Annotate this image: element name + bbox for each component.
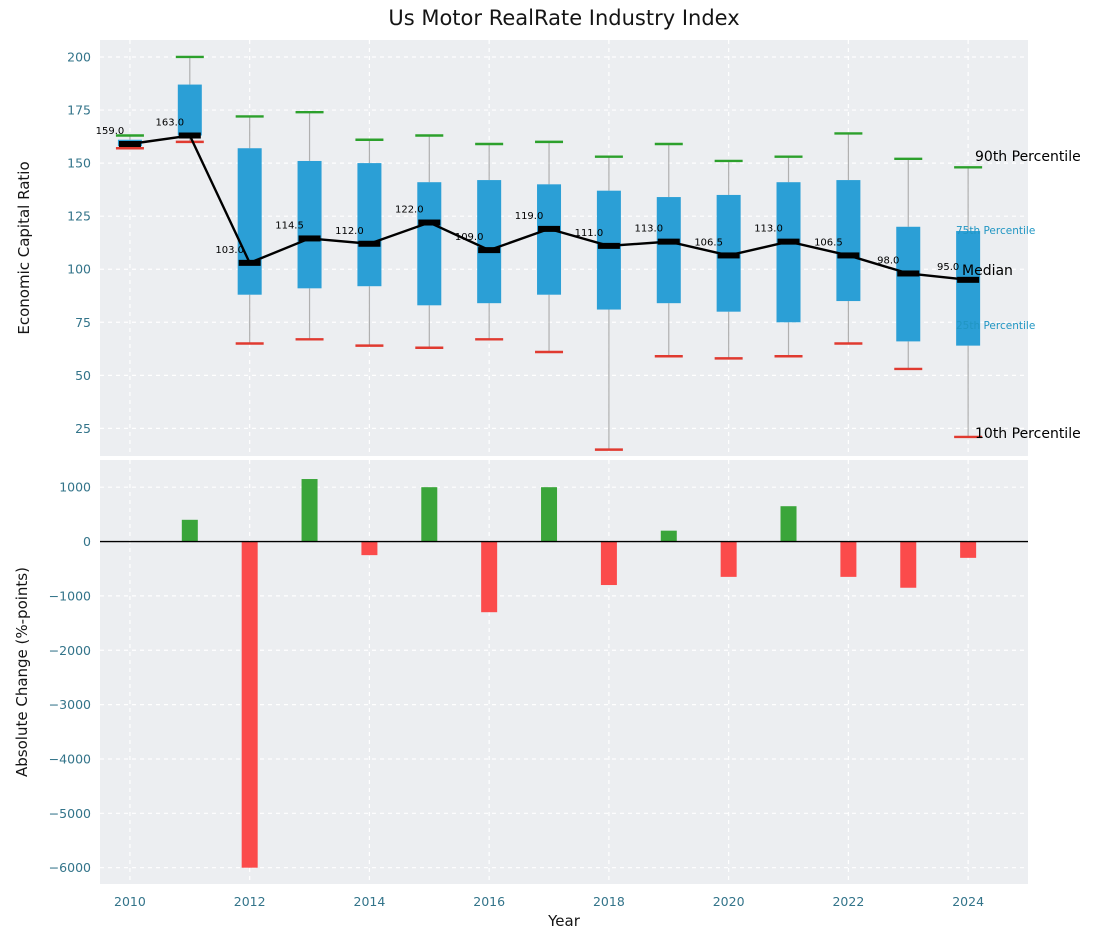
annotation-median: Median <box>962 262 1013 279</box>
y-tick-label: 150 <box>67 156 91 171</box>
median-marker <box>777 238 800 245</box>
iqr-box <box>656 197 681 304</box>
annotation-25th-percentile: 25th Percentile <box>956 319 1036 332</box>
median-value-label: 159.0 <box>96 126 125 137</box>
y-tick-label: 175 <box>67 103 91 118</box>
change-bar-positive <box>780 506 797 542</box>
median-marker <box>478 247 501 254</box>
x-tick-label: 2012 <box>234 894 266 909</box>
median-value-label: 163.0 <box>155 118 184 129</box>
y-tick-label: 125 <box>67 209 91 224</box>
x-tick-label: 2010 <box>114 894 146 909</box>
median-marker <box>178 132 201 139</box>
iqr-box <box>776 182 801 323</box>
change-bar-positive <box>541 487 558 542</box>
median-value-label: 98.0 <box>877 255 899 266</box>
y-tick-label: 25 <box>75 421 91 436</box>
change-bar-negative <box>720 541 737 577</box>
iqr-box <box>896 226 921 342</box>
median-marker <box>418 219 441 226</box>
median-value-label: 113.0 <box>754 224 783 235</box>
iqr-box <box>477 180 502 304</box>
iqr-box <box>177 84 202 136</box>
x-tick-label: 2018 <box>593 894 625 909</box>
iqr-box <box>417 182 442 306</box>
median-value-label: 109.0 <box>455 232 484 243</box>
median-value-label: 114.5 <box>275 220 304 231</box>
median-marker <box>538 225 561 232</box>
y-tick-label: −5000 <box>49 806 91 821</box>
y-tick-label: −2000 <box>49 643 91 658</box>
y-tick-label: 100 <box>67 262 91 277</box>
x-axis-label: Year <box>548 912 580 930</box>
change-bar-negative <box>960 541 977 558</box>
change-bar-positive <box>421 487 438 542</box>
change-bar-positive <box>181 519 198 542</box>
change-bar-negative <box>241 541 258 868</box>
iqr-box <box>357 163 382 287</box>
chart-title: Us Motor RealRate Industry Index <box>388 6 740 30</box>
bottom-plot-background <box>100 460 1028 884</box>
median-marker <box>717 252 740 259</box>
x-tick-label: 2014 <box>354 894 386 909</box>
change-bar-positive <box>301 479 318 542</box>
y-tick-label: −6000 <box>49 860 91 875</box>
change-bar-negative <box>361 541 378 556</box>
change-bar-negative <box>481 541 498 613</box>
x-tick-label: 2024 <box>952 894 984 909</box>
median-marker <box>358 240 381 247</box>
annotation-75th-percentile: 75th Percentile <box>956 225 1036 238</box>
y-tick-label: 1000 <box>59 480 91 495</box>
median-value-label: 103.0 <box>215 245 244 256</box>
y-tick-label: 200 <box>67 49 91 64</box>
median-marker <box>597 242 620 249</box>
iqr-box <box>297 160 322 289</box>
iqr-box <box>836 180 861 302</box>
median-marker <box>238 259 261 266</box>
median-value-label: 113.0 <box>634 224 663 235</box>
annotation-10th-percentile: 10th Percentile <box>975 425 1081 442</box>
iqr-box <box>537 184 562 295</box>
median-value-label: 95.0 <box>937 262 959 273</box>
y-tick-label: −4000 <box>49 751 91 766</box>
median-marker <box>118 141 141 147</box>
y-tick-label: 75 <box>75 315 91 330</box>
iqr-box <box>596 190 621 310</box>
change-bar-negative <box>840 541 857 577</box>
annotation-90th-percentile: 90th Percentile <box>975 149 1081 166</box>
median-value-label: 112.0 <box>335 226 364 237</box>
median-marker <box>298 235 321 242</box>
x-tick-label: 2020 <box>713 894 745 909</box>
change-bar-negative <box>600 541 617 586</box>
median-value-label: 119.0 <box>515 211 544 222</box>
y-tick-label: −3000 <box>49 697 91 712</box>
x-tick-label: 2016 <box>473 894 505 909</box>
change-bar-negative <box>900 541 917 588</box>
median-value-label: 106.5 <box>814 237 843 248</box>
y-tick-label: −1000 <box>49 588 91 603</box>
iqr-box <box>237 148 262 295</box>
median-value-label: 111.0 <box>575 228 604 239</box>
median-marker <box>837 252 860 259</box>
median-marker <box>657 238 680 245</box>
iqr-box <box>956 231 981 346</box>
median-marker <box>897 270 920 277</box>
change-bar-positive <box>660 530 677 542</box>
x-tick-label: 2022 <box>832 894 864 909</box>
median-value-label: 106.5 <box>694 237 723 248</box>
y-tick-label: 50 <box>75 368 91 383</box>
median-value-label: 122.0 <box>395 205 424 216</box>
median-marker <box>957 276 980 283</box>
y-tick-label: 0 <box>83 534 91 549</box>
